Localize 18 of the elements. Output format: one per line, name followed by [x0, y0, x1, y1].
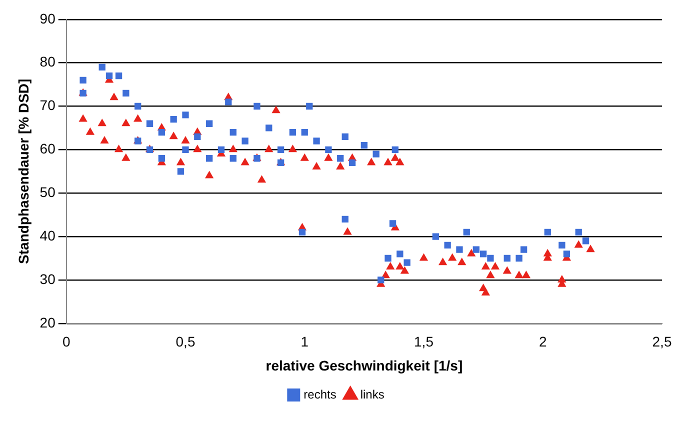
y-tick-label: 70: [40, 97, 56, 114]
x-tick-label: 1: [300, 334, 309, 350]
y-tick-label: 50: [40, 184, 56, 200]
y-tick-label: 60: [40, 140, 56, 157]
y-axis-title: Standphasendauer [% DSD]: [15, 78, 32, 264]
x-tick-label: 0: [62, 334, 70, 350]
x-axis-title: relative Geschwindigkeit [1/s]: [266, 357, 463, 374]
y-tick-label: 20: [40, 314, 56, 330]
legend-label: links: [360, 387, 384, 402]
legend-label: rechts: [304, 387, 336, 402]
y-tick-label: 80: [40, 54, 56, 70]
y-tick-label: 40: [40, 227, 56, 244]
y-tick-label: 90: [40, 10, 56, 26]
x-tick-label: 2: [538, 334, 547, 350]
x-tick-label: 1,5: [414, 334, 434, 350]
x-tick-label: 2,5: [652, 334, 672, 350]
x-tick-label: 0,5: [176, 334, 196, 350]
y-tick-label: 30: [40, 270, 56, 287]
